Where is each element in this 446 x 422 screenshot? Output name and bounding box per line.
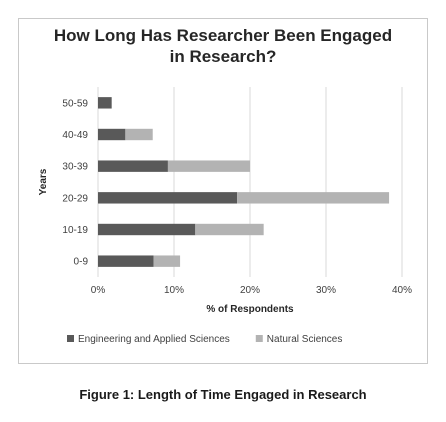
bar-natural-10-19 <box>195 223 264 236</box>
y-tick-label: 30-39 <box>62 162 88 173</box>
bar-natural-0-9 <box>153 255 181 267</box>
y-tick-label: 10-19 <box>62 225 88 236</box>
chart-frame: How Long Has Researcher Been Engaged in … <box>18 18 428 364</box>
bar-engineering-50-59 <box>98 97 112 109</box>
x-tick-label: 40% <box>392 285 412 296</box>
legend-label: Engineering and Applied Sciences <box>78 334 230 345</box>
bar-engineering-0-9 <box>98 255 154 267</box>
y-tick-label: 20-29 <box>62 193 88 204</box>
bar-natural-20-29 <box>237 192 390 204</box>
bar-engineering-10-19 <box>98 223 196 236</box>
y-axis-title: Years <box>38 168 49 195</box>
legend-swatch <box>255 335 263 342</box>
legend-label: Natural Sciences <box>267 334 343 345</box>
x-axis-title: % of Respondents <box>206 304 294 315</box>
chart-title: How Long Has Researcher Been Engaged in … <box>53 26 393 66</box>
bar-engineering-20-29 <box>98 192 238 204</box>
bar-natural-40-49 <box>125 128 153 141</box>
figure-caption: Figure 1: Length of Time Engaged in Rese… <box>79 387 367 402</box>
y-tick-label: 50-59 <box>62 98 88 109</box>
x-tick-label: 0% <box>91 285 106 296</box>
legend-swatch <box>67 335 74 342</box>
x-tick-label: 10% <box>164 285 184 296</box>
bar-engineering-40-49 <box>98 128 126 141</box>
bar-engineering-30-39 <box>98 160 168 172</box>
x-tick-label: 30% <box>316 285 336 296</box>
bar-natural-30-39 <box>167 160 250 172</box>
bar-chart: 0% 10% 20% 30% 40% 50-59 40-49 30-39 20-29 10-19 0… <box>38 87 412 345</box>
y-tick-label: 40-49 <box>62 130 88 141</box>
y-tick-label: 0-9 <box>74 257 89 268</box>
x-tick-label: 20% <box>240 285 260 296</box>
